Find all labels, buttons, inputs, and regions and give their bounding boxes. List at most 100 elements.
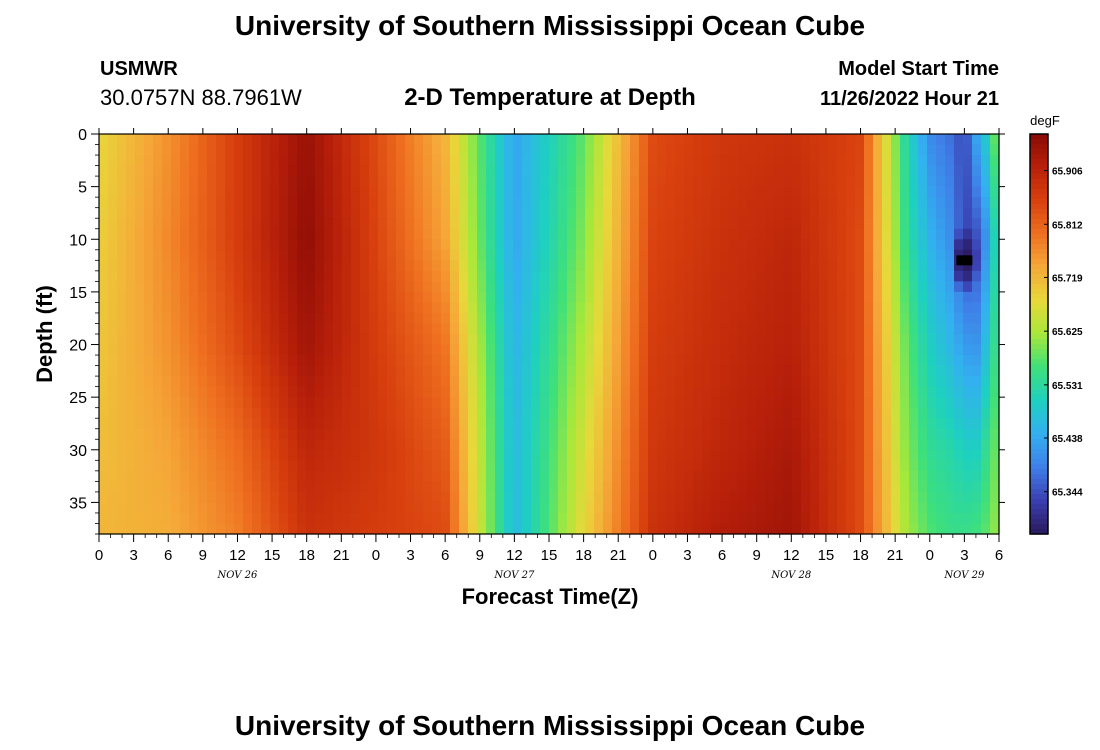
heatmap-cell (981, 512, 991, 525)
heatmap-cell (261, 523, 271, 535)
heatmap-cell (315, 312, 325, 325)
heatmap-cell (801, 270, 811, 282)
heatmap-cell (549, 207, 559, 219)
heatmap-cell (243, 197, 253, 209)
heatmap-cell (360, 428, 370, 440)
heatmap-cell (189, 291, 199, 304)
heatmap-cell (909, 176, 919, 188)
heatmap-cell (477, 302, 487, 314)
heatmap-cell (990, 302, 1000, 314)
heatmap-cell (855, 270, 865, 282)
heatmap-cell (567, 176, 577, 188)
heatmap-cell (477, 197, 487, 209)
heatmap-cell (225, 523, 235, 535)
heatmap-cell (639, 512, 649, 525)
heatmap-cell (369, 165, 379, 177)
heatmap-cell (603, 302, 613, 314)
heatmap-cell (513, 249, 523, 261)
heatmap-cell (270, 228, 280, 240)
heatmap-cell (549, 449, 559, 461)
heatmap-cell (252, 291, 262, 304)
heatmap-cell (207, 270, 217, 282)
heatmap-cell (117, 439, 127, 451)
heatmap-cell (585, 460, 595, 472)
heatmap-cell (540, 355, 550, 367)
heatmap-cell (270, 460, 280, 472)
heatmap-cell (720, 344, 730, 356)
heatmap-cell (162, 155, 172, 167)
heatmap-cell (144, 418, 154, 430)
heatmap-cell (810, 165, 820, 177)
heatmap-cell (873, 218, 883, 230)
heatmap-cell (189, 491, 199, 504)
heatmap-cell (963, 418, 973, 430)
heatmap-cell (180, 218, 190, 230)
heatmap-cell (882, 302, 892, 314)
heatmap-cell (459, 165, 469, 177)
heatmap-cell (468, 407, 478, 419)
heatmap-cell (288, 418, 298, 430)
heatmap-cell (432, 155, 442, 167)
heatmap-cell (549, 291, 559, 304)
heatmap-cell (891, 334, 901, 346)
heatmap-cell (504, 207, 514, 219)
heatmap-cell (225, 407, 235, 419)
heatmap-cell (936, 407, 946, 419)
heatmap-cell (594, 291, 604, 304)
heatmap-cell (909, 260, 919, 272)
heatmap-cell (720, 218, 730, 230)
heatmap-cell (486, 323, 496, 335)
heatmap-cell (216, 355, 226, 367)
heatmap-cell (378, 281, 388, 293)
heatmap-cell (846, 386, 856, 398)
heatmap-cell (306, 155, 316, 167)
heatmap-cell (810, 502, 820, 514)
heatmap-cell (324, 481, 334, 493)
heatmap-cell (864, 155, 874, 167)
heatmap-cell (117, 302, 127, 314)
heatmap-cell (837, 176, 847, 188)
heatmap-cell (603, 260, 613, 272)
heatmap-cell (864, 386, 874, 398)
heatmap-cell (342, 418, 352, 430)
heatmap-cell (819, 186, 829, 198)
heatmap-cell (765, 365, 775, 377)
heatmap-cell (963, 512, 973, 525)
heatmap-cell (603, 249, 613, 261)
heatmap-cell (945, 239, 955, 251)
heatmap-cell (666, 207, 676, 219)
heatmap-cell (882, 491, 892, 504)
heatmap-cell (333, 302, 343, 314)
heatmap-cell (585, 218, 595, 230)
heatmap-cell (765, 239, 775, 251)
heatmap-cell (990, 386, 1000, 398)
heatmap-cell (747, 386, 757, 398)
heatmap-cell (765, 186, 775, 198)
heatmap-cell (189, 334, 199, 346)
heatmap-cell (981, 397, 991, 409)
heatmap-cell (873, 197, 883, 209)
heatmap-cell (747, 397, 757, 409)
heatmap-cell (909, 186, 919, 198)
heatmap-cell (783, 512, 793, 525)
heatmap-cell (630, 428, 640, 440)
heatmap-cell (729, 334, 739, 346)
heatmap-cell (486, 376, 496, 388)
heatmap-cell (477, 376, 487, 388)
heatmap-cell (585, 239, 595, 251)
heatmap-cell (945, 312, 955, 325)
heatmap-cell (351, 449, 361, 461)
heatmap-cell (936, 460, 946, 472)
heatmap-cell (774, 376, 784, 388)
heatmap-cell (576, 344, 586, 356)
heatmap-cell (990, 155, 1000, 167)
heatmap-cell (765, 334, 775, 346)
heatmap-cell (675, 134, 685, 146)
heatmap-cell (522, 155, 532, 167)
heatmap-cell (900, 460, 910, 472)
heatmap-cell (657, 239, 667, 251)
heatmap-cell (900, 470, 910, 482)
heatmap-cell (810, 334, 820, 346)
heatmap-cell (486, 155, 496, 167)
heatmap-cell (153, 249, 163, 261)
